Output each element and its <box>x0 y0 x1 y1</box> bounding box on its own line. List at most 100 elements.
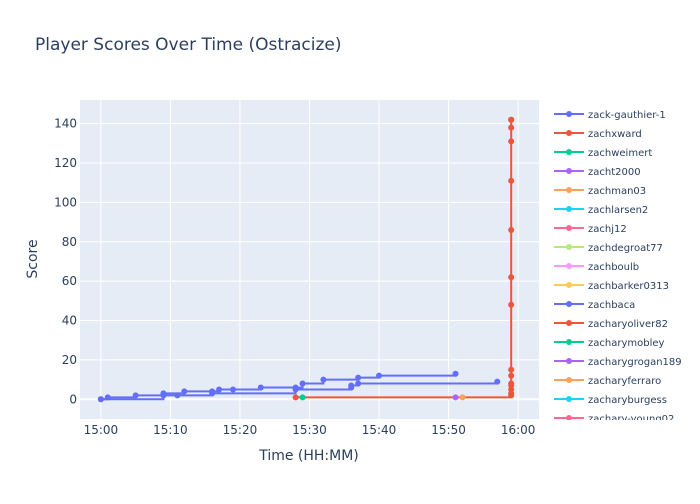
x-tick-label: 15:30 <box>292 423 327 437</box>
legend-item[interactable]: zacharyferraro <box>554 376 661 387</box>
legend-label: zachbarker0313 <box>588 281 669 292</box>
data-point <box>292 386 299 393</box>
data-point <box>230 386 236 393</box>
data-point <box>508 301 515 308</box>
y-tick-label: 0 <box>69 392 77 406</box>
x-tick-label: 15:00 <box>84 423 119 437</box>
legend-label: zachlarsen2 <box>588 205 648 216</box>
legend-swatch-marker <box>566 339 572 345</box>
data-point <box>459 394 466 401</box>
legend-swatch-marker <box>566 206 572 212</box>
data-point <box>508 372 515 379</box>
x-tick-label: 15:40 <box>362 423 397 437</box>
series-zachweimert <box>299 394 306 401</box>
data-point <box>494 378 501 385</box>
legend-swatch-marker <box>566 149 572 155</box>
legend-item[interactable]: zachman03 <box>554 186 646 197</box>
legend-label: zachweimert <box>588 148 652 159</box>
legend-item[interactable]: zachbaca <box>554 300 635 311</box>
data-point <box>209 390 216 397</box>
legend-swatch-marker <box>566 187 572 193</box>
legend-label: zacharyoliver82 <box>588 319 668 330</box>
legend-label: zachman03 <box>588 186 646 197</box>
legend-label: zachary-young02 <box>588 414 674 425</box>
legend-label: zachdegroat77 <box>588 243 663 254</box>
legend-item[interactable]: zachdegroat77 <box>554 243 663 254</box>
y-tick-label: 100 <box>54 195 77 209</box>
legend-label: zacharyburgess <box>588 395 667 406</box>
series-zacht2000 <box>452 394 459 401</box>
legend-swatch-marker <box>566 358 572 364</box>
legend-label: zacharymobley <box>588 338 665 349</box>
data-point <box>160 392 167 399</box>
legend-item[interactable]: zachbarker0313 <box>554 281 669 292</box>
x-tick-labels: 15:00 15:10 15:20 15:30 15:40 15:50 16:00 <box>84 423 536 437</box>
data-point <box>132 392 139 399</box>
y-axis-label: Score <box>25 239 41 278</box>
legend-item[interactable]: zachary-young02 <box>554 414 674 425</box>
data-point <box>508 116 515 123</box>
legend-item[interactable]: zacharygrogan189 <box>554 357 682 368</box>
data-point <box>508 226 515 233</box>
legend-label: zachxward <box>588 129 642 140</box>
data-point <box>292 394 299 401</box>
x-tick-label: 15:10 <box>153 423 188 437</box>
series-zachxward <box>292 116 515 401</box>
data-point <box>508 366 515 373</box>
data-point <box>320 376 327 383</box>
data-point <box>508 380 515 387</box>
y-tick-label: 80 <box>62 235 77 249</box>
legend-item[interactable]: zachj12 <box>554 224 627 235</box>
legend-item[interactable]: zack-gauthier-1 <box>554 110 666 121</box>
series-zachman03 <box>459 394 466 401</box>
y-tick-label: 40 <box>62 314 77 328</box>
data-point <box>508 177 515 184</box>
legend-swatch-marker <box>566 130 572 136</box>
legend-item[interactable]: zacharyoliver82 <box>554 319 668 330</box>
data-point <box>376 372 383 379</box>
data-point <box>355 374 362 381</box>
legend-label: zachboulb <box>588 262 639 273</box>
data-point <box>355 380 362 387</box>
legend-item[interactable]: zacharyburgess <box>554 395 667 406</box>
legend-item[interactable]: zachxward <box>554 129 642 140</box>
y-tick-label: 120 <box>54 156 77 170</box>
data-point <box>348 382 355 389</box>
data-point <box>299 380 306 387</box>
legend-item[interactable]: zachlarsen2 <box>554 205 648 216</box>
legend-label: zacharygrogan189 <box>588 357 682 368</box>
data-point <box>508 138 515 145</box>
data-point <box>452 394 459 401</box>
y-tick-label: 60 <box>62 274 77 288</box>
legend-swatch-marker <box>566 320 572 326</box>
legend-swatch-marker <box>566 301 572 307</box>
legend-item[interactable]: zachweimert <box>554 148 652 159</box>
legend-swatch-marker <box>566 111 572 117</box>
data-point <box>97 396 104 403</box>
legend[interactable]: zack-gauthier-1 zachxward zachweimert zacht… <box>554 110 682 425</box>
series-layer <box>97 116 515 403</box>
y-tick-label: 140 <box>54 117 77 131</box>
data-point <box>299 394 306 401</box>
legend-swatch-marker <box>566 396 572 402</box>
y-tick-label: 20 <box>62 353 77 367</box>
x-tick-label: 15:20 <box>223 423 258 437</box>
legend-item[interactable]: zachboulb <box>554 262 639 273</box>
data-point <box>508 124 515 131</box>
x-tick-label: 15:50 <box>431 423 466 437</box>
legend-swatch-marker <box>566 282 572 288</box>
legend-item[interactable]: zacht2000 <box>554 167 641 178</box>
series-zachbaca <box>97 378 501 403</box>
data-point <box>174 392 181 399</box>
data-point <box>257 384 264 391</box>
legend-label: zachbaca <box>588 300 635 311</box>
chart-title: Player Scores Over Time (Ostracize) <box>35 35 342 55</box>
legend-label: zack-gauthier-1 <box>588 110 666 121</box>
data-point <box>216 386 223 393</box>
legend-label: zachj12 <box>588 224 627 235</box>
legend-item[interactable]: zacharymobley <box>554 338 665 349</box>
y-tick-labels: 0 20 40 60 80 100 120 140 <box>54 117 77 407</box>
legend-swatch-marker <box>566 225 572 231</box>
